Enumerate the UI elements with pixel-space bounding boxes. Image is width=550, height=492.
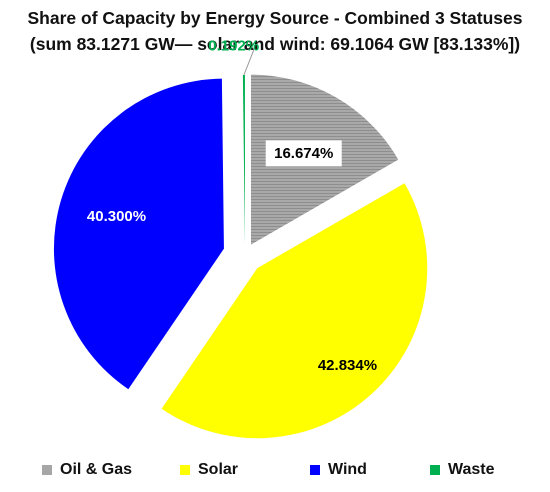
legend-swatch [42, 465, 52, 475]
chart-subtitle: (sum 83.1271 GW— solar and wind: 69.1064… [29, 34, 521, 54]
legend-swatch [310, 465, 320, 475]
legend-label: Wind [328, 461, 367, 478]
legend-label: Solar [198, 461, 239, 478]
legend-item-wind: Wind [310, 461, 367, 479]
data-label-waste: 0.192% [208, 38, 259, 55]
chart-legend: Oil & Gas Solar Wind Waste [0, 461, 550, 485]
legend-swatch [180, 465, 190, 475]
waste-leader-line [243, 49, 255, 76]
legend-label: Waste [448, 461, 495, 478]
chart-title: Share of Capacity by Energy Source - Com… [27, 8, 523, 28]
data-label-wind: 40.300% [87, 208, 146, 225]
pie-slice-solar [161, 183, 428, 439]
legend-swatch [430, 465, 440, 475]
legend-item-solar: Solar [180, 461, 238, 479]
data-label-box-oil-gas [265, 140, 342, 167]
data-label-solar: 42.834% [318, 357, 377, 374]
pie-slice-waste [242, 75, 245, 246]
data-label-oil-gas: 16.674% [274, 145, 333, 162]
legend-item-oil-gas: Oil & Gas [42, 461, 132, 479]
legend-item-waste: Waste [430, 461, 495, 479]
pie-slice-wind [53, 78, 224, 390]
legend-label: Oil & Gas [60, 461, 133, 478]
